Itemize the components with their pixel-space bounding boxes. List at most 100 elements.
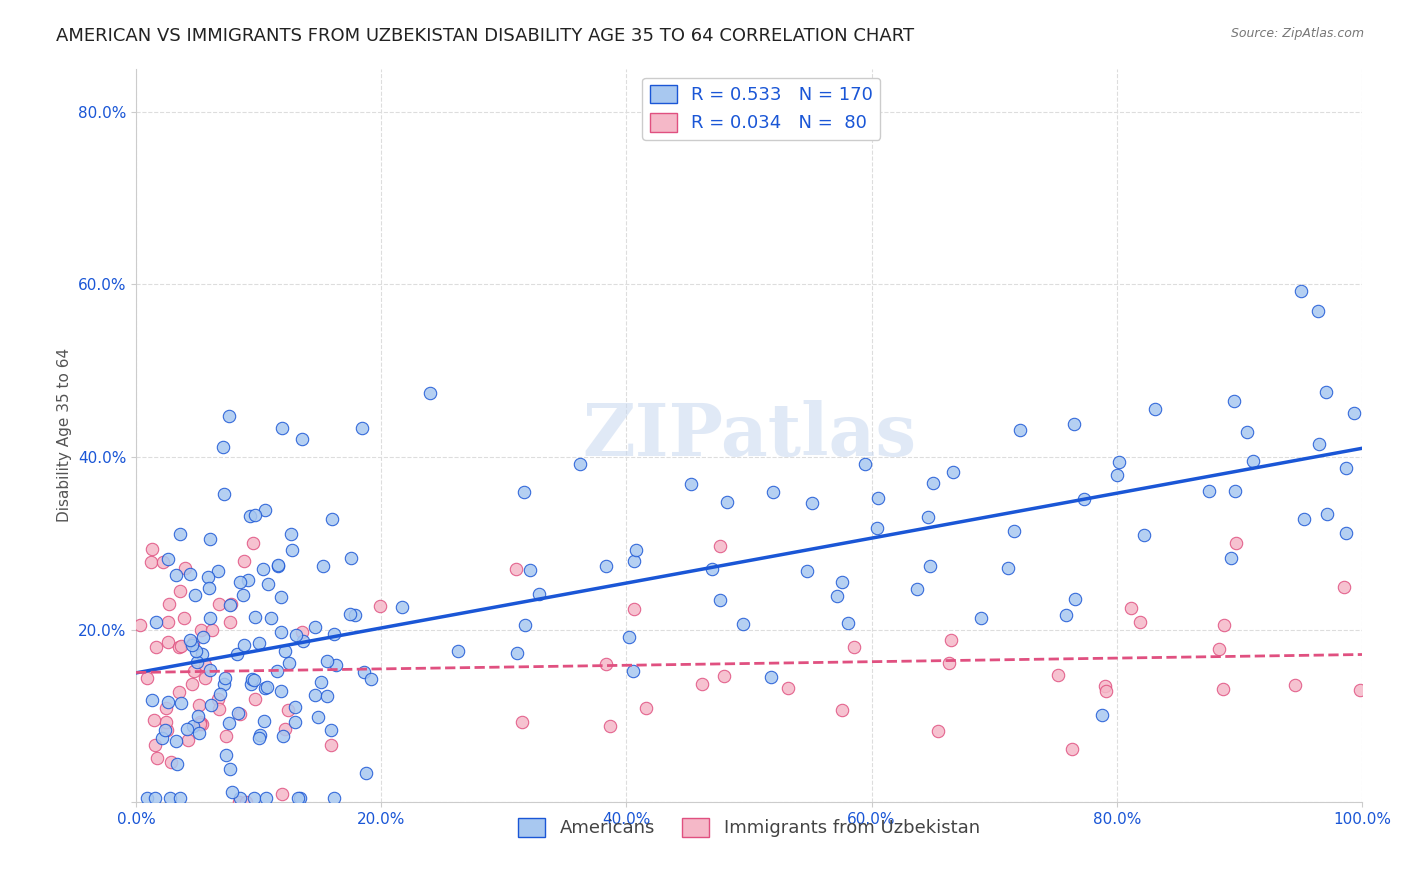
Point	[360, 672, 382, 686]
Point	[170, 696, 193, 710]
Point	[1336, 460, 1358, 475]
Point	[1073, 491, 1095, 506]
Point	[800, 496, 823, 510]
Point	[141, 693, 163, 707]
Point	[229, 707, 252, 722]
Point	[165, 734, 187, 748]
Point	[188, 698, 211, 712]
Point	[249, 728, 271, 742]
Point	[927, 724, 949, 739]
Point	[200, 698, 222, 713]
Point	[267, 558, 290, 572]
Y-axis label: Disability Age 35 to 64: Disability Age 35 to 64	[58, 349, 72, 523]
Point	[266, 665, 288, 679]
Point	[253, 681, 276, 695]
Point	[270, 684, 292, 698]
Point	[155, 701, 177, 715]
Point	[228, 795, 250, 809]
Point	[506, 646, 529, 660]
Point	[215, 748, 238, 763]
Point	[270, 625, 292, 640]
Point	[243, 508, 266, 523]
Point	[159, 791, 181, 805]
Point	[219, 599, 242, 613]
Point	[842, 640, 865, 654]
Point	[624, 543, 647, 558]
Point	[623, 554, 645, 568]
Point	[391, 600, 413, 615]
Point	[169, 639, 191, 653]
Point	[595, 657, 617, 671]
Point	[271, 787, 294, 801]
Point	[762, 484, 785, 499]
Point	[198, 582, 221, 596]
Point	[1133, 528, 1156, 542]
Point	[853, 457, 876, 471]
Point	[157, 598, 180, 612]
Point	[339, 607, 361, 621]
Point	[200, 663, 222, 677]
Point	[173, 611, 195, 625]
Point	[188, 715, 211, 730]
Point	[1334, 525, 1357, 540]
Point	[1091, 707, 1114, 722]
Point	[621, 664, 644, 678]
Point	[939, 633, 962, 648]
Point	[1063, 592, 1085, 607]
Point	[221, 597, 243, 611]
Point	[208, 597, 231, 611]
Point	[1316, 507, 1339, 521]
Point	[290, 791, 312, 805]
Point	[160, 755, 183, 769]
Point	[207, 691, 229, 706]
Point	[169, 791, 191, 805]
Point	[1105, 468, 1128, 483]
Point	[187, 726, 209, 740]
Point	[200, 610, 222, 624]
Point	[709, 593, 731, 607]
Point	[271, 421, 294, 435]
Point	[169, 584, 191, 599]
Point	[212, 441, 235, 455]
Point	[215, 729, 238, 743]
Point	[221, 785, 243, 799]
Point	[155, 714, 177, 729]
Text: AMERICAN VS IMMIGRANTS FROM UZBEKISTAN DISABILITY AGE 35 TO 64 CORRELATION CHART: AMERICAN VS IMMIGRANTS FROM UZBEKISTAN D…	[56, 27, 914, 45]
Point	[232, 588, 254, 602]
Point	[905, 582, 928, 596]
Point	[759, 670, 782, 684]
Point	[370, 599, 392, 614]
Point	[214, 671, 236, 685]
Point	[304, 689, 326, 703]
Point	[141, 542, 163, 557]
Point	[190, 623, 212, 637]
Point	[179, 633, 201, 648]
Point	[229, 575, 252, 590]
Point	[922, 476, 945, 491]
Point	[198, 533, 221, 547]
Point	[284, 714, 307, 729]
Text: Source: ZipAtlas.com: Source: ZipAtlas.com	[1230, 27, 1364, 40]
Point	[831, 574, 853, 589]
Point	[1333, 580, 1355, 594]
Point	[169, 640, 191, 654]
Point	[181, 719, 204, 733]
Point	[291, 432, 314, 446]
Point	[595, 558, 617, 573]
Point	[997, 561, 1019, 575]
Point	[1094, 679, 1116, 693]
Point	[153, 723, 176, 738]
Point	[519, 563, 541, 577]
Point	[194, 671, 217, 685]
Point	[1220, 551, 1243, 566]
Point	[143, 714, 166, 728]
Point	[281, 542, 304, 557]
Point	[1212, 618, 1234, 632]
Point	[157, 615, 180, 629]
Point	[513, 485, 536, 500]
Point	[353, 665, 375, 680]
Point	[191, 717, 214, 731]
Point	[1223, 393, 1246, 408]
Point	[150, 731, 173, 746]
Point	[186, 655, 208, 669]
